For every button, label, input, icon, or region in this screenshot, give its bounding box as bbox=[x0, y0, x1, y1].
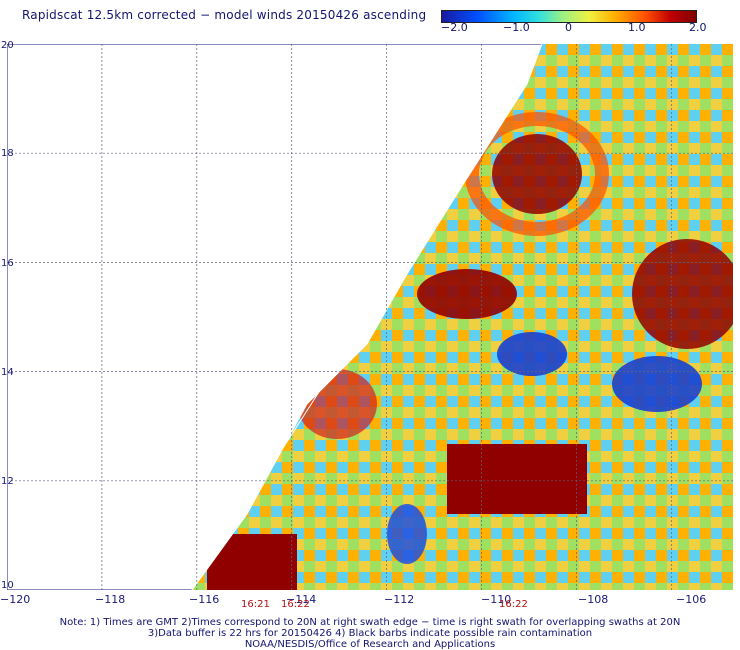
colorbar-tick-max: 2.0 bbox=[689, 21, 707, 34]
anomaly-blue-east bbox=[612, 356, 702, 412]
map-title: Rapidscat 12.5km corrected − model winds… bbox=[22, 8, 427, 22]
colorbar-tick-neg1: −1.0 bbox=[503, 21, 530, 34]
lat-label-14: 14 bbox=[1, 367, 14, 378]
lon-label-106: −106 bbox=[676, 593, 707, 606]
gridlines bbox=[7, 44, 733, 590]
note-line-3: NOAA/NESDIS/Office of Research and Appli… bbox=[244, 639, 496, 650]
lat-label-16: 16 bbox=[1, 258, 14, 269]
lon-label-108: −108 bbox=[578, 593, 609, 606]
lat-label-20: 20 bbox=[1, 40, 14, 51]
colorbar-tick-zero: 0 bbox=[565, 21, 572, 34]
anomaly-red-center bbox=[417, 269, 517, 319]
lon-label-114: −114 bbox=[286, 593, 317, 606]
anomaly-red-north-ring bbox=[465, 112, 609, 236]
lon-label-118: −118 bbox=[95, 593, 126, 606]
anomaly-blue-south bbox=[387, 504, 427, 564]
lon-label-120: −120 bbox=[0, 593, 31, 606]
anomaly-red-north bbox=[492, 134, 582, 214]
swath-time-2: 16:22 bbox=[281, 599, 310, 610]
lat-label-10: 10 bbox=[1, 580, 14, 591]
swath-time-1: 16:21 bbox=[241, 599, 270, 610]
swath-time-3: 16:22 bbox=[499, 599, 528, 610]
colorbar-tick-min: −2.0 bbox=[441, 21, 468, 34]
lon-label-116: −116 bbox=[189, 593, 220, 606]
lon-label-110: −110 bbox=[481, 593, 512, 606]
swath-edge bbox=[191, 44, 543, 590]
anomaly-blue-center bbox=[497, 332, 567, 376]
note-line-2: 3)Data buffer is 22 hrs for 20150426 4) … bbox=[147, 628, 593, 639]
colorbar-tick-pos1: 1.0 bbox=[628, 21, 646, 34]
lat-label-12: 12 bbox=[1, 476, 14, 487]
note-line-1: Note: 1) Times are GMT 2)Times correspon… bbox=[59, 617, 681, 628]
wind-difference-map bbox=[7, 44, 733, 590]
anomaly-red-south bbox=[447, 444, 587, 514]
colorbar bbox=[441, 10, 697, 23]
lon-label-112: −112 bbox=[384, 593, 415, 606]
anomaly-red-east bbox=[632, 239, 733, 349]
lat-label-18: 18 bbox=[1, 148, 14, 159]
